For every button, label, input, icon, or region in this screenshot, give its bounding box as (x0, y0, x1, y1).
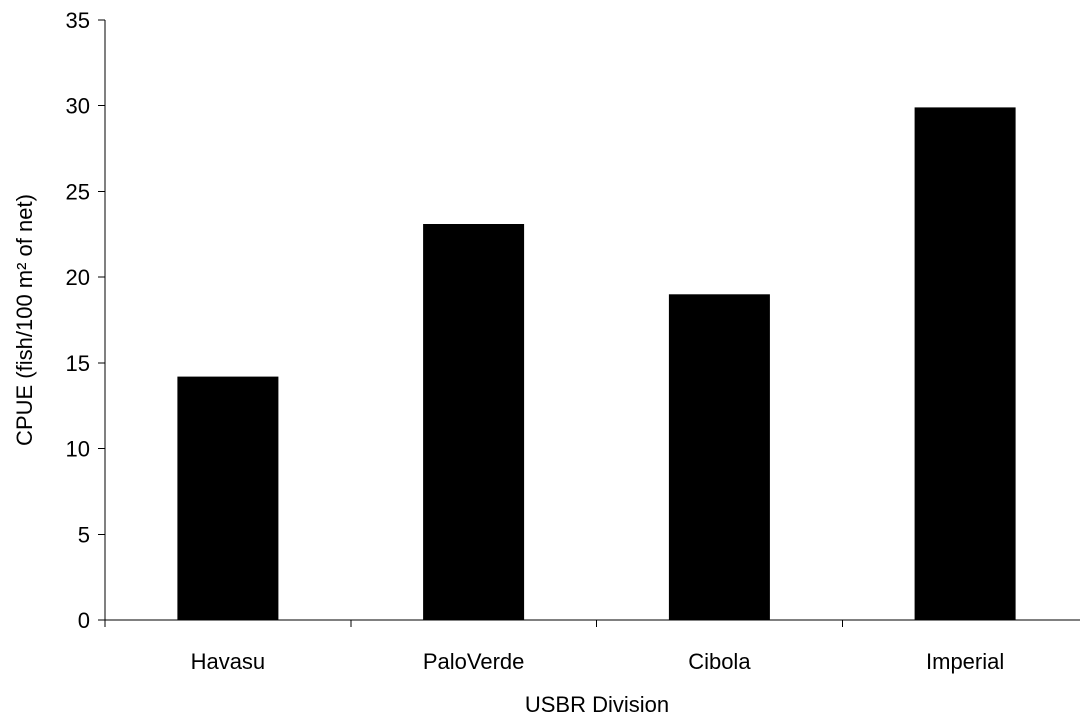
y-tick-label: 5 (78, 522, 90, 547)
y-tick-label: 15 (66, 351, 90, 376)
bar-imperial (914, 107, 1016, 620)
x-tick-label: Havasu (191, 649, 266, 674)
y-tick-label: 10 (66, 437, 90, 462)
y-tick-label: 35 (66, 8, 90, 33)
y-tick-label: 20 (66, 265, 90, 290)
bar-cibola (668, 294, 770, 620)
y-tick-label: 0 (78, 608, 90, 633)
x-axis-title: USBR Division (525, 692, 669, 717)
y-tick-label: 30 (66, 94, 90, 119)
x-axis: Havasu PaloVerde Cibola Imperial (104, 619, 1080, 674)
bar-havasu (177, 376, 279, 620)
x-tick-label: Imperial (926, 649, 1004, 674)
y-tick-label: 25 (66, 179, 90, 204)
y-axis: 0 5 10 15 20 25 30 35 (66, 8, 106, 633)
x-tick-label: Cibola (688, 649, 751, 674)
bar-paloverde (423, 224, 525, 620)
y-axis-title: CPUE (fish/100 m² of net) (12, 194, 37, 446)
x-tick-label: PaloVerde (423, 649, 525, 674)
bars-group (177, 107, 1016, 620)
